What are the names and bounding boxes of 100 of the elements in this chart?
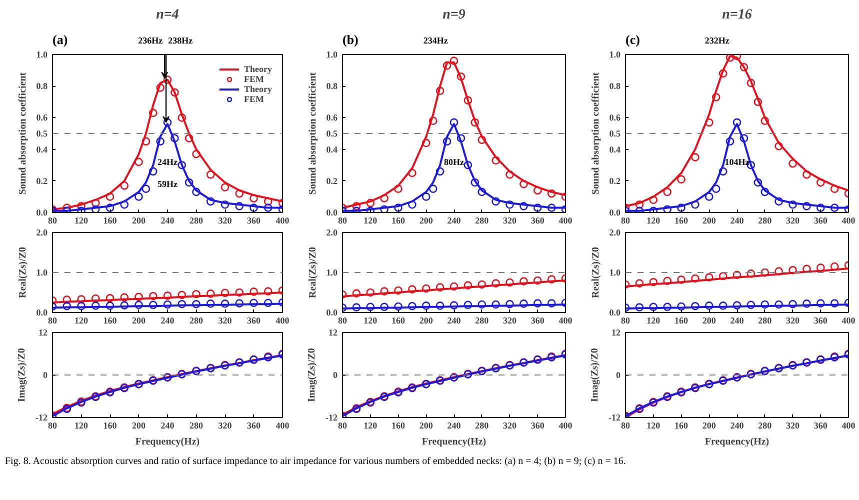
x-tick-label: 160 [103, 420, 118, 430]
x-tick-label: 160 [674, 216, 688, 226]
y-tick-label: 0.6 [609, 112, 621, 123]
x-tick-label: 80 [338, 420, 348, 430]
x-tick-label: 240 [447, 216, 462, 226]
x-tick-label: 200 [132, 420, 146, 430]
y-tick-label: 0.5 [609, 128, 621, 138]
x-tick-label: 320 [786, 216, 800, 226]
x-tick-label: 360 [247, 316, 261, 326]
x-tick-label: 200 [702, 316, 716, 326]
y-tick-label: 1.0 [326, 268, 338, 278]
y-tick-label: 0 [616, 370, 621, 380]
x-tick-label: 280 [190, 316, 204, 326]
x-tick-label: 240 [730, 420, 744, 430]
y-axis-title: Sound absorption coefficient [307, 72, 318, 195]
y-axis-title: Imag(Zs)/Z0 [16, 348, 28, 402]
x-tick-label: 400 [842, 216, 856, 226]
y-tick-label: 0.8 [36, 81, 48, 92]
x-tick-label: 200 [419, 216, 434, 226]
annotation: 104Hz [724, 156, 750, 167]
x-tick-label: 80 [338, 216, 348, 226]
x-tick-label: 200 [419, 316, 434, 326]
x-tick-label: 400 [276, 316, 290, 326]
y-axis-title: Imag(Zs)/Z0 [306, 348, 318, 402]
x-tick-label: 160 [103, 216, 118, 226]
y-tick-label: 0.2 [326, 176, 338, 186]
x-tick-label: 280 [758, 316, 772, 326]
y-tick-label: 1.0 [36, 268, 48, 278]
text: (a) [52, 32, 68, 47]
y-axis-title: Real(Zs)/Z0 [590, 246, 602, 298]
annotation: 236Hz [138, 35, 163, 46]
y-tick-label: 0.4 [36, 144, 48, 154]
x-tick-label: 320 [786, 420, 800, 430]
x-tick-label: 280 [475, 420, 490, 430]
x-tick-label: 80 [621, 316, 630, 326]
y-tick-label: 0 [43, 370, 48, 380]
x-tick-label: 280 [475, 216, 490, 226]
y-tick-label: 12 [612, 328, 621, 338]
y-axis-title: Imag(Zs)/Z0 [590, 348, 601, 402]
y-tick-label: 1.0 [36, 50, 48, 60]
chart-title: n=16 [722, 8, 752, 22]
annotation: 232Hz [704, 35, 730, 46]
y-tick-label: 0.0 [326, 308, 338, 318]
y-tick-label: 0.8 [326, 81, 338, 92]
y-axis-title: Real(Zs)/Z0 [17, 246, 28, 298]
x-tick-label: 360 [530, 316, 545, 326]
caption: Fig. 8. Acoustic absorption curves and ratio of surface impedance to air impedance for various numbers of embedded necks: (a) n = 4; (b) n = 9; (c) n = 16. [5, 455, 626, 469]
y-tick-label: 0.4 [326, 144, 338, 154]
y-tick-label: 0.6 [36, 112, 48, 123]
text: (c) [626, 32, 640, 47]
x-tick-label: 120 [74, 216, 88, 226]
y-axis-title: Sound absorption coefficient [17, 72, 28, 195]
legend-label: Theory [244, 84, 272, 94]
y-tick-label: 12 [38, 328, 48, 338]
legend-label: Theory [244, 64, 272, 74]
y-tick-label: 0.2 [609, 176, 621, 186]
x-tick-label: 240 [730, 216, 744, 226]
x-tick-label: 360 [530, 216, 545, 226]
x-tick-label: 240 [160, 420, 175, 430]
y-tick-label: -12 [608, 412, 621, 422]
y-tick-label: 0.0 [326, 208, 338, 218]
y-tick-label: 1.0 [326, 50, 338, 60]
x-tick-label: 400 [276, 216, 290, 226]
y-tick-label: 0.8 [609, 81, 621, 92]
x-tick-label: 240 [160, 216, 175, 226]
x-tick-label: 240 [447, 420, 462, 430]
x-tick-label: 160 [674, 316, 688, 326]
x-tick-label: 320 [218, 316, 232, 326]
y-axis-title: Sound absorption coefficient [590, 72, 602, 195]
y-tick-label: 2.0 [609, 228, 621, 238]
x-tick-label: 160 [103, 316, 118, 326]
x-tick-label: 400 [558, 316, 573, 326]
x-axis-title: Frequency(Hz) [704, 436, 770, 448]
x-tick-label: 80 [621, 420, 630, 430]
x-tick-label: 160 [392, 316, 406, 326]
x-tick-label: 320 [786, 316, 800, 326]
x-tick-label: 400 [276, 420, 290, 430]
y-tick-label: 1.0 [609, 50, 621, 60]
x-tick-label: 120 [74, 316, 88, 326]
y-tick-label: 12 [328, 328, 338, 338]
x-tick-label: 120 [364, 316, 378, 326]
x-tick-label: 80 [621, 216, 630, 226]
x-tick-label: 280 [758, 216, 772, 226]
x-tick-label: 320 [218, 420, 232, 430]
x-tick-label: 80 [48, 216, 58, 226]
x-tick-label: 120 [646, 420, 661, 430]
x-tick-label: 280 [190, 216, 204, 226]
y-tick-label: 0.6 [326, 112, 338, 123]
y-tick-label: 0.5 [326, 128, 338, 138]
y-tick-label: 0.0 [36, 308, 48, 318]
annotation: 238Hz [168, 35, 193, 46]
y-tick-label: 2.0 [36, 228, 48, 238]
x-tick-label: 240 [160, 316, 175, 326]
x-tick-label: 200 [702, 420, 716, 430]
x-tick-label: 360 [814, 316, 828, 326]
x-tick-label: 400 [558, 420, 573, 430]
y-tick-label: 1.0 [609, 268, 621, 278]
x-tick-label: 240 [730, 316, 744, 326]
x-tick-label: 120 [646, 316, 661, 326]
x-tick-label: 240 [447, 316, 462, 326]
